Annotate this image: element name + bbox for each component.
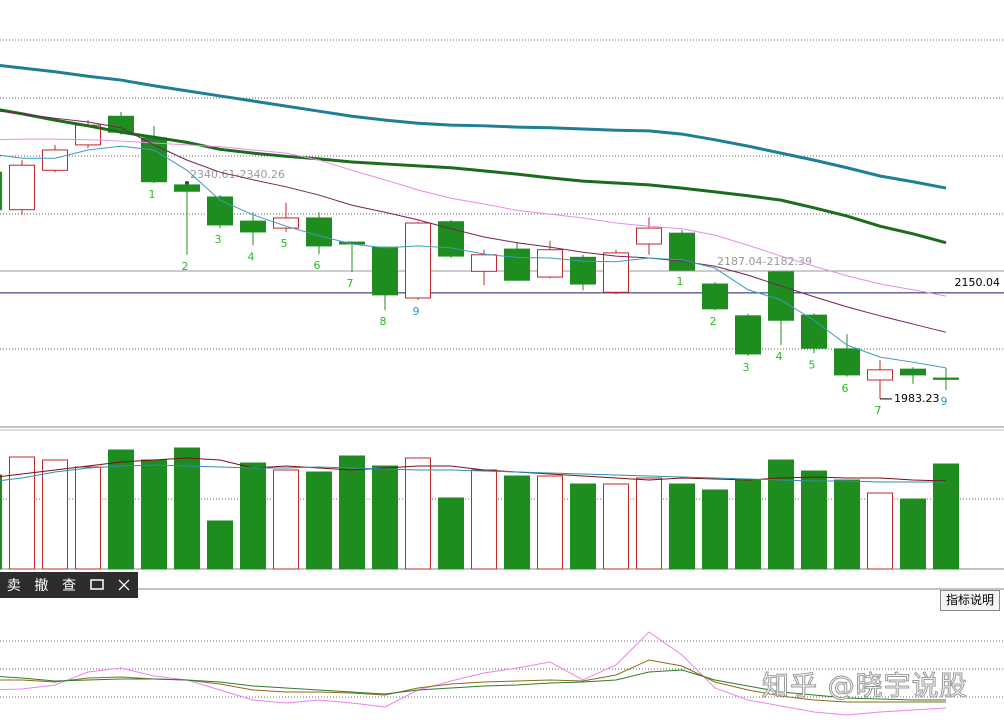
watermark: 知乎 @晓宇说股 (762, 671, 968, 703)
volume-ma-line (0, 457, 947, 482)
volume-bar (504, 475, 530, 570)
candle-body (438, 221, 464, 257)
indicator-button[interactable]: 指标说明 (939, 590, 1000, 611)
volume-bar (108, 449, 134, 570)
volume-ma-line (0, 464, 946, 483)
toolbar-button[interactable]: 卖 (6, 578, 21, 594)
candle-body (636, 227, 662, 245)
price-line-label: 2150.04 (955, 276, 1001, 289)
volume-bar (273, 469, 299, 570)
volume-bar (405, 457, 431, 570)
volume-bar (372, 465, 398, 570)
indicator-line (0, 669, 946, 701)
candle-body (240, 220, 266, 233)
sequence-label: 4 (776, 350, 783, 363)
volume-bar (339, 455, 365, 570)
low-label: 1983.23 (894, 392, 940, 405)
candle-body (504, 248, 530, 281)
candle-body (834, 348, 860, 376)
sequence-label: 7 (347, 277, 354, 290)
toolbar-button[interactable]: 撤 (34, 578, 49, 594)
sequence-label: 3 (215, 233, 222, 246)
volume-bar (834, 479, 860, 570)
volume-bar (933, 463, 959, 570)
sequence-label: 6 (314, 259, 321, 272)
sequence-label: 5 (809, 358, 816, 371)
sequence-label: 1 (149, 188, 156, 201)
volume-bar (702, 489, 728, 570)
candle-body (471, 254, 497, 272)
volume-bar (174, 447, 200, 570)
moving-average-line (0, 138, 947, 297)
moving-average-line (0, 63, 947, 190)
restore-button[interactable] (83, 572, 111, 598)
candle-body (867, 369, 893, 381)
volume-bar (42, 459, 68, 570)
indicator-line (0, 631, 947, 716)
candle-body (273, 217, 299, 229)
candle-body (735, 315, 761, 355)
sequence-label: 5 (281, 237, 288, 250)
candle-body (0, 171, 2, 211)
sequence-label: 2 (182, 260, 189, 273)
candle-body (174, 184, 200, 192)
volume-bar (570, 483, 596, 570)
volume-bar (537, 475, 563, 570)
volume-bar (141, 459, 167, 570)
volume-bar (768, 459, 794, 570)
sequence-label: 3 (743, 361, 750, 374)
volume-bar (438, 497, 464, 570)
sequence-label: 9 (941, 395, 948, 408)
toolbar: 卖 撤 查 (0, 572, 138, 598)
volume-bar (207, 520, 233, 570)
candle-body (9, 164, 35, 211)
candle-body (42, 149, 68, 171)
candle-body (900, 368, 926, 376)
moving-average-line (0, 145, 947, 369)
volume-bar (603, 483, 629, 570)
sequence-label: 1 (677, 275, 684, 288)
candle-body (207, 196, 233, 226)
candle-body (768, 271, 794, 321)
sequence-label: 2 (710, 315, 717, 328)
volume-bar (735, 479, 761, 570)
close-button[interactable] (110, 572, 138, 598)
moving-average-line (0, 108, 947, 245)
volume-bar (471, 469, 497, 570)
sequence-label: 9 (413, 305, 420, 318)
candle-body (537, 249, 563, 278)
candle-body (933, 377, 959, 380)
volume-bar (240, 462, 266, 570)
moving-average-line (0, 110, 947, 333)
annotation: 2340.61-2340.26 (190, 168, 285, 181)
volume-bar (9, 456, 35, 570)
volume-bar (669, 483, 695, 570)
sequence-label: 4 (248, 250, 255, 263)
candle-body (306, 217, 332, 247)
sequence-label: 8 (380, 315, 387, 328)
sequence-label: 7 (875, 404, 882, 417)
candle-body (702, 283, 728, 310)
volume-bar (900, 498, 926, 570)
toolbar-button[interactable]: 查 (61, 578, 76, 594)
candle-body (405, 222, 431, 299)
volume-bar (306, 471, 332, 570)
volume-bar (0, 474, 2, 570)
volume-bar (636, 477, 662, 570)
candle-body (603, 252, 629, 293)
volume-bar (801, 470, 827, 570)
candle-body (372, 246, 398, 296)
sequence-label: 6 (842, 382, 849, 395)
candle-body (669, 232, 695, 271)
volume-bar (867, 492, 893, 570)
volume-bar (75, 466, 101, 570)
